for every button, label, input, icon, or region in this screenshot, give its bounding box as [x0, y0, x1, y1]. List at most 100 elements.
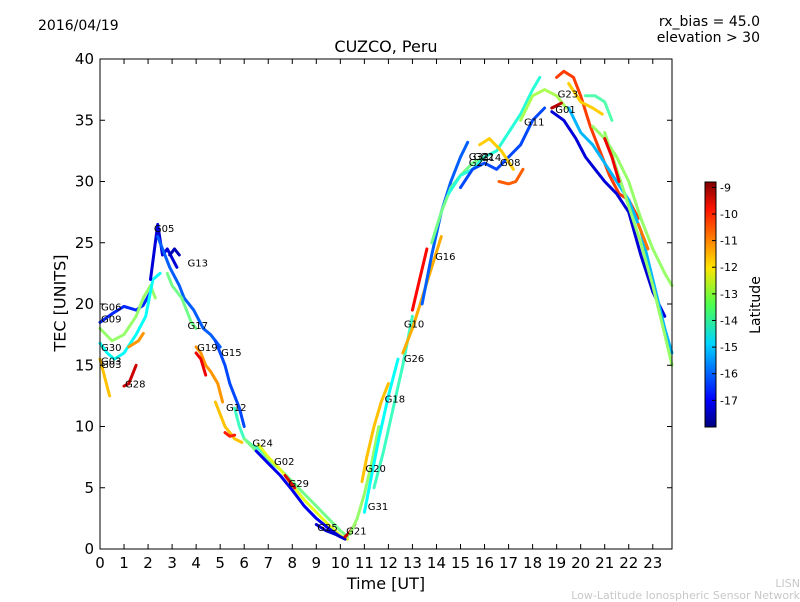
satellite-label: G11 [524, 117, 544, 128]
series-g11 [519, 88, 568, 122]
colorbar-tick-label: -14 [720, 314, 738, 327]
x-tick-label: 23 [643, 554, 662, 572]
satellite-label: G15 [221, 348, 241, 359]
satellite-label: G32 [469, 152, 489, 163]
date-label: 2016/04/19 [38, 18, 119, 34]
series-g18 [362, 357, 400, 514]
satellite-label: G29 [288, 479, 308, 490]
satellite-label: G22 [474, 152, 494, 163]
data-series [98, 69, 674, 541]
x-axis-label: Time [UT] [346, 574, 426, 593]
satellite-label: G20 [365, 464, 385, 475]
series-g14 [567, 106, 674, 355]
series-g17 [165, 271, 198, 330]
series-g12 [213, 400, 244, 444]
series-g25 [314, 523, 347, 541]
series-g19 [194, 345, 225, 404]
elevation-note: elevation > 30 [656, 30, 760, 46]
y-tick-label: 30 [75, 173, 94, 191]
satellite-label: G19 [197, 343, 217, 354]
satellite-label: G18 [385, 394, 405, 405]
colorbar-tick-label: -16 [720, 368, 738, 381]
series-g19b [194, 351, 208, 377]
credit-network: Low-Latitude Ionospheric Sensor Network [571, 589, 800, 602]
series-g12b [223, 431, 237, 438]
colorbar-tick-label: -9 [720, 181, 731, 194]
satellite-label: G08 [500, 158, 520, 169]
y-tick-label: 0 [84, 540, 94, 558]
series-g23c [584, 94, 614, 122]
satellite-label: G16 [435, 252, 455, 263]
series-g23b [567, 82, 604, 116]
plot-frame [99, 58, 673, 550]
satellite-label: G28 [125, 380, 145, 391]
series-g31 [348, 425, 381, 536]
series-g28b [127, 331, 145, 349]
x-tick-label: 21 [595, 554, 614, 572]
x-tick-label: 19 [547, 554, 566, 572]
satellite-label: G25 [317, 523, 337, 534]
series-g20 [360, 382, 390, 484]
satellite-label: G01 [555, 105, 575, 116]
chart-title: CUZCO, Peru [334, 37, 438, 56]
x-tick-label: 11 [355, 554, 374, 572]
x-tick-label: 17 [499, 554, 518, 572]
series-g01r [550, 101, 563, 110]
x-tick-label: 9 [312, 554, 322, 572]
x-tick-label: 5 [215, 554, 225, 572]
satellite-label: G06 [101, 302, 121, 313]
series-g29 [257, 443, 349, 541]
series-g28 [122, 363, 138, 388]
series-g29r [283, 474, 297, 490]
satellite-label: G09 [101, 315, 121, 326]
series-g05b [156, 235, 222, 349]
y-tick-label: 5 [84, 479, 94, 497]
satellite-label: G03 [101, 356, 121, 367]
satellite-label: G24 [252, 438, 272, 449]
series-g22o [636, 222, 650, 251]
x-tick-label: 13 [403, 554, 422, 572]
colorbar [704, 181, 717, 428]
satellite-label: G13 [188, 258, 208, 269]
series-g15 [213, 339, 246, 428]
series-g22r [603, 137, 621, 183]
colorbar-label: Latitude [748, 276, 764, 334]
satellite-label: G02 [274, 457, 294, 468]
satellite-label: G12 [226, 403, 246, 414]
x-tick-label: 12 [379, 554, 398, 572]
series-g08b [497, 167, 525, 186]
colorbar-tick-label: -17 [720, 394, 738, 407]
x-tick-label: 1 [119, 554, 129, 572]
y-tick-label: 40 [75, 50, 94, 68]
satellite-label: G26 [404, 354, 424, 365]
series-g08 [478, 137, 515, 171]
x-tick-label: 22 [619, 554, 638, 572]
x-tick-label: 15 [451, 554, 470, 572]
y-tick-label: 25 [75, 234, 94, 252]
satellite-label: G03 [101, 360, 121, 371]
series-g06 [98, 290, 152, 324]
series-g27 [459, 106, 547, 190]
y-axis-label: TEC [UNITS] [50, 254, 70, 352]
series-g23 [447, 75, 542, 196]
series-g30 [98, 271, 162, 361]
satellite-label: G21 [346, 527, 366, 538]
colorbar-tick-label: -15 [720, 341, 738, 354]
colorbar-tick-label: -12 [720, 261, 738, 274]
satellite-label: G05 [154, 224, 174, 235]
x-tick-label: 14 [427, 554, 446, 572]
colorbar-tick-label: -10 [720, 208, 738, 221]
colorbar-ticks: -9 -10 -11 -12 -13 -14 -15 -16 -17 [712, 181, 738, 407]
x-tick-label: 16 [475, 554, 494, 572]
y-tick-label: 10 [75, 418, 94, 436]
satellite-label: G30 [101, 343, 121, 354]
series-g16c [430, 155, 486, 245]
x-tick-label: 7 [263, 554, 273, 572]
satellite-label: G10 [404, 320, 424, 331]
x-tick-label: 2 [143, 554, 153, 572]
series-g32 [550, 110, 667, 318]
x-tick-label: 4 [191, 554, 201, 572]
y-tick-label: 35 [75, 111, 94, 129]
